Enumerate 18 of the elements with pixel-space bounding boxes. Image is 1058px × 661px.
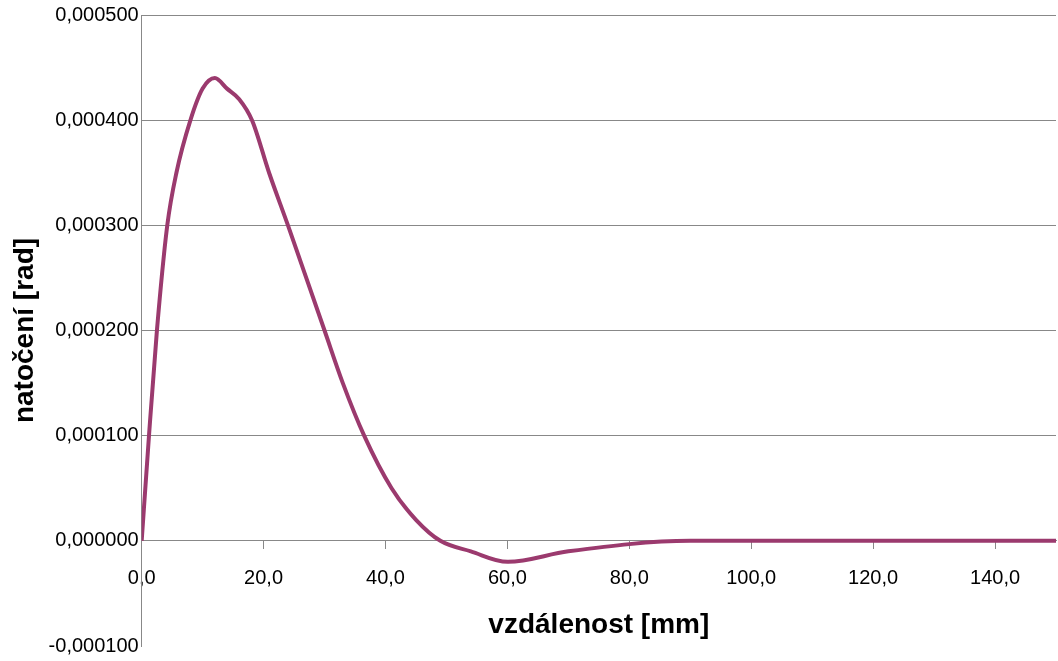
y-tick-label: 0,000200 [55,318,139,341]
line-series [141,76,1056,564]
x-tick-label: 0,0 [127,566,156,589]
y-tick-label: 0,000000 [55,528,139,551]
y-tick-label: 0,000300 [55,212,139,235]
x-tick-label: 140,0 [970,566,1021,589]
x-axis-title: vzdálenost [mm] [488,608,710,640]
x-tick-label: 80,0 [609,566,649,589]
x-tick-label: 40,0 [366,566,405,589]
y-tick-label: -0,000100 [48,633,139,656]
y-tick-label: 0,000400 [55,107,139,130]
y-axis-title: natočení [rad] [7,237,39,424]
y-tick-label: 0,000100 [55,423,139,446]
x-tick-label: 120,0 [848,566,899,589]
x-tick-label: 100,0 [726,566,777,589]
x-tick-label: 20,0 [244,566,284,589]
x-tick-label: 60,0 [487,566,527,589]
y-tick-label: 0,000500 [55,2,139,25]
